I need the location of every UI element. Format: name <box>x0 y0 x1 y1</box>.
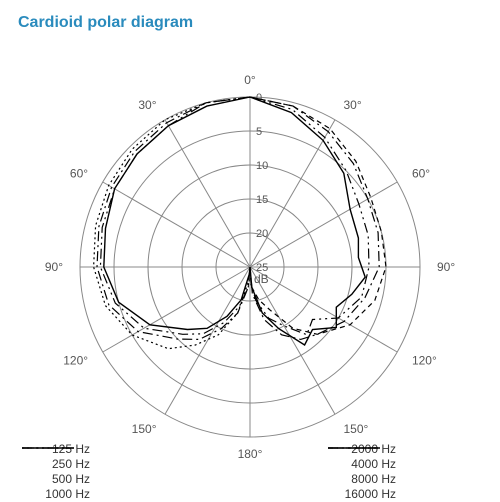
legend-item: 250 Hz <box>20 457 149 472</box>
svg-text:120°: 120° <box>63 354 88 368</box>
legend-left: 125 Hz 250 Hz 500 Hz 1000 Hz <box>20 442 149 502</box>
svg-text:90°: 90° <box>45 260 63 274</box>
svg-text:60°: 60° <box>70 167 88 181</box>
legend-label: 500 Hz <box>20 472 90 486</box>
legend-swatch <box>399 459 455 471</box>
legend-swatch <box>93 459 149 471</box>
legend-swatch <box>93 474 149 486</box>
svg-text:30°: 30° <box>138 98 156 112</box>
svg-text:0°: 0° <box>244 73 256 87</box>
legend-item: 4000 Hz <box>326 457 455 472</box>
svg-text:15: 15 <box>256 194 268 206</box>
svg-text:dB: dB <box>254 272 269 286</box>
legend-item: 8000 Hz <box>326 472 455 487</box>
legend-label: 16000 Hz <box>326 487 396 501</box>
legend-label: 8000 Hz <box>326 472 396 486</box>
polar-chart: 0510152025dB30°60°90°120°150°30°60°90°12… <box>0 42 500 500</box>
svg-text:150°: 150° <box>344 422 369 436</box>
svg-text:20: 20 <box>256 228 268 240</box>
legend-right: 2000 Hz 4000 Hz 8000 Hz 16000 Hz <box>326 442 455 502</box>
legend-swatch <box>93 444 149 456</box>
legend-swatch <box>93 489 149 501</box>
chart-title: Cardioid polar diagram <box>18 14 193 32</box>
legend-item: 500 Hz <box>20 472 149 487</box>
legend-label: 4000 Hz <box>326 457 396 471</box>
svg-text:150°: 150° <box>132 422 157 436</box>
svg-text:10: 10 <box>256 160 268 172</box>
polar-svg: 0510152025dB30°60°90°120°150°30°60°90°12… <box>0 42 500 500</box>
svg-text:60°: 60° <box>412 167 430 181</box>
svg-text:90°: 90° <box>437 260 455 274</box>
svg-text:180°: 180° <box>238 447 263 461</box>
legend-swatch <box>399 489 455 501</box>
legend-label: 1000 Hz <box>20 487 90 501</box>
legend-label: 250 Hz <box>20 457 90 471</box>
legend-swatch <box>399 474 455 486</box>
svg-text:120°: 120° <box>412 354 437 368</box>
svg-text:5: 5 <box>256 126 262 138</box>
svg-text:30°: 30° <box>344 98 362 112</box>
legend-swatch <box>399 444 455 456</box>
